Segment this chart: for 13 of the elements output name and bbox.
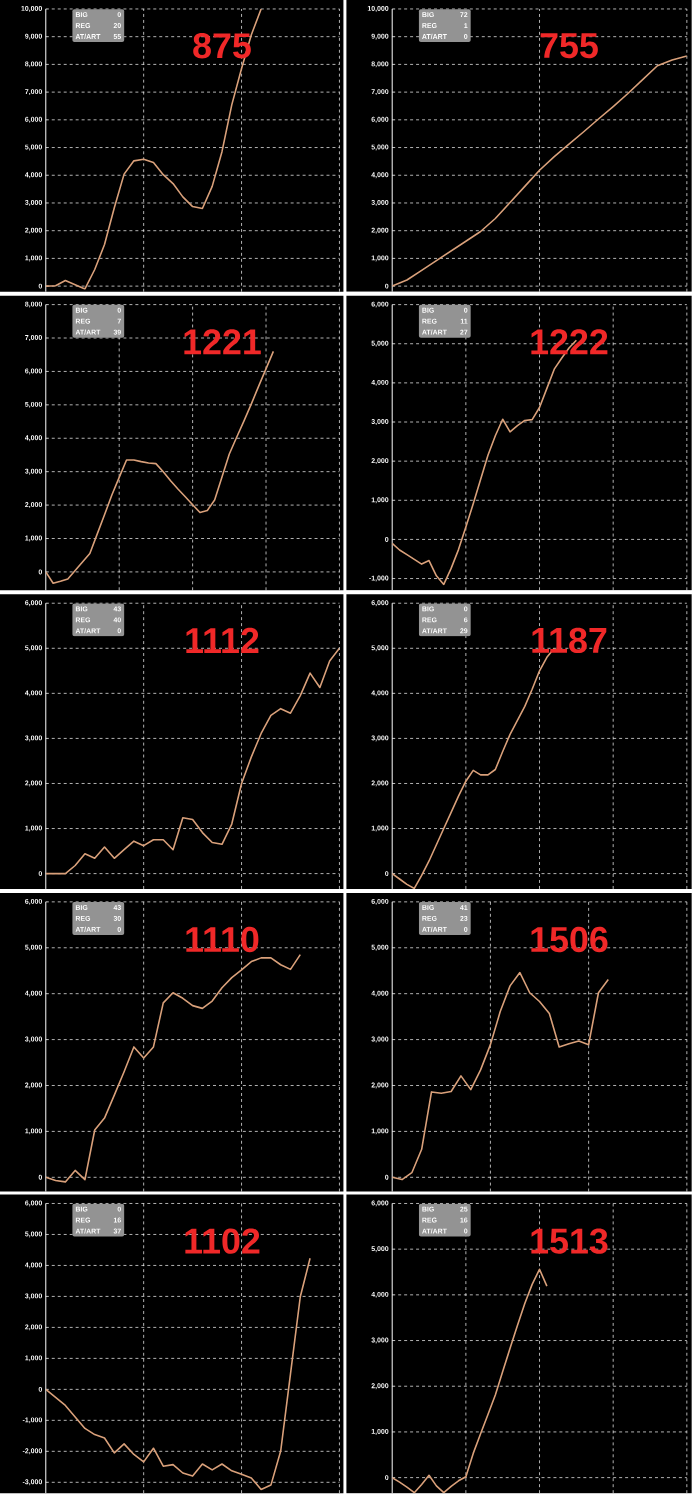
text: 1187	[532, 627, 607, 654]
text: 1110	[186, 926, 259, 953]
line-series	[45, 953, 302, 1183]
line-series	[392, 971, 610, 1181]
line-series	[45, 8, 263, 290]
text: 1221	[184, 329, 261, 355]
text: 1222	[531, 329, 608, 355]
text: 755	[540, 33, 598, 59]
text: 1513	[531, 1228, 608, 1254]
text: 1506	[531, 926, 608, 953]
text: 1112	[186, 627, 259, 653]
text: 1102	[185, 1228, 260, 1254]
line-series	[392, 1268, 548, 1494]
